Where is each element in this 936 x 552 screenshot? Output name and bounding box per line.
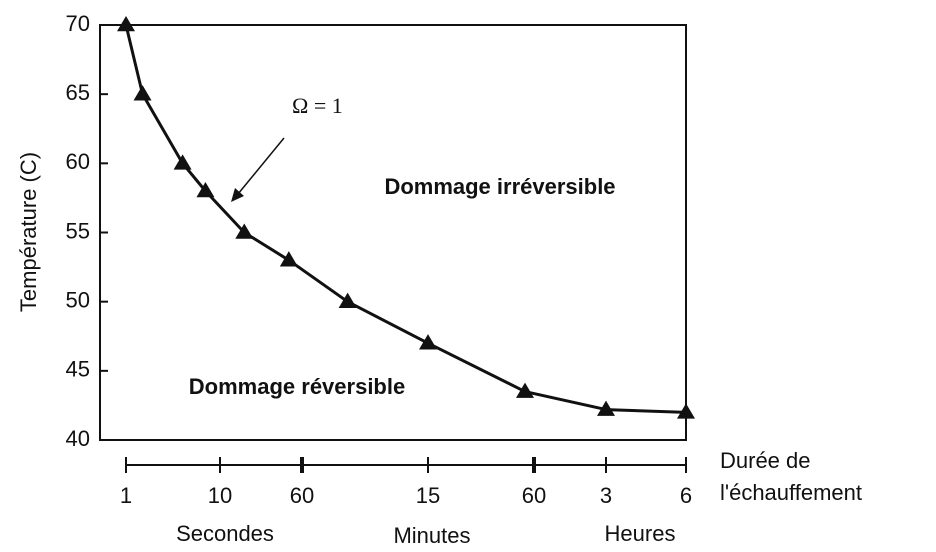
annotation-arrowhead — [231, 188, 244, 202]
y-tick-label: 70 — [66, 11, 90, 36]
y-tick-label: 50 — [66, 287, 90, 312]
y-tick-label: 45 — [66, 357, 90, 382]
x-tick-label: 1 — [120, 483, 132, 508]
x-tick-label: 6 — [680, 483, 692, 508]
x-group-label: Heures — [605, 521, 676, 546]
data-marker — [338, 292, 357, 308]
data-marker — [117, 16, 135, 32]
x-tick-label: 3 — [600, 483, 612, 508]
data-marker — [133, 85, 152, 101]
x-group-label: Minutes — [393, 523, 470, 548]
annotation: Ω = 1 — [292, 93, 343, 118]
annotation-arrow — [237, 137, 285, 195]
x-axis-title: l'échauffement — [720, 480, 862, 505]
data-marker — [597, 400, 615, 416]
y-tick-label: 60 — [66, 149, 90, 174]
x-tick-label: 60 — [290, 483, 314, 508]
x-axis-title: Durée de — [720, 448, 811, 473]
data-marker — [515, 382, 534, 398]
y-tick-label: 40 — [66, 426, 90, 451]
data-marker — [235, 223, 254, 239]
data-marker — [279, 251, 298, 267]
annotation: Dommage réversible — [189, 374, 405, 399]
data-marker — [419, 334, 437, 350]
x-group-label: Secondes — [176, 521, 274, 546]
annotation: Dommage irréversible — [384, 174, 615, 199]
data-marker — [173, 154, 192, 170]
y-axis-title: Température (C) — [16, 152, 41, 312]
x-tick-label: 10 — [208, 483, 232, 508]
y-tick-label: 55 — [66, 218, 90, 243]
data-marker — [196, 182, 215, 198]
y-tick-label: 65 — [66, 80, 90, 105]
x-tick-label: 15 — [416, 483, 440, 508]
x-tick-label: 60 — [522, 483, 546, 508]
data-marker — [677, 403, 695, 419]
data-line — [124, 24, 687, 414]
